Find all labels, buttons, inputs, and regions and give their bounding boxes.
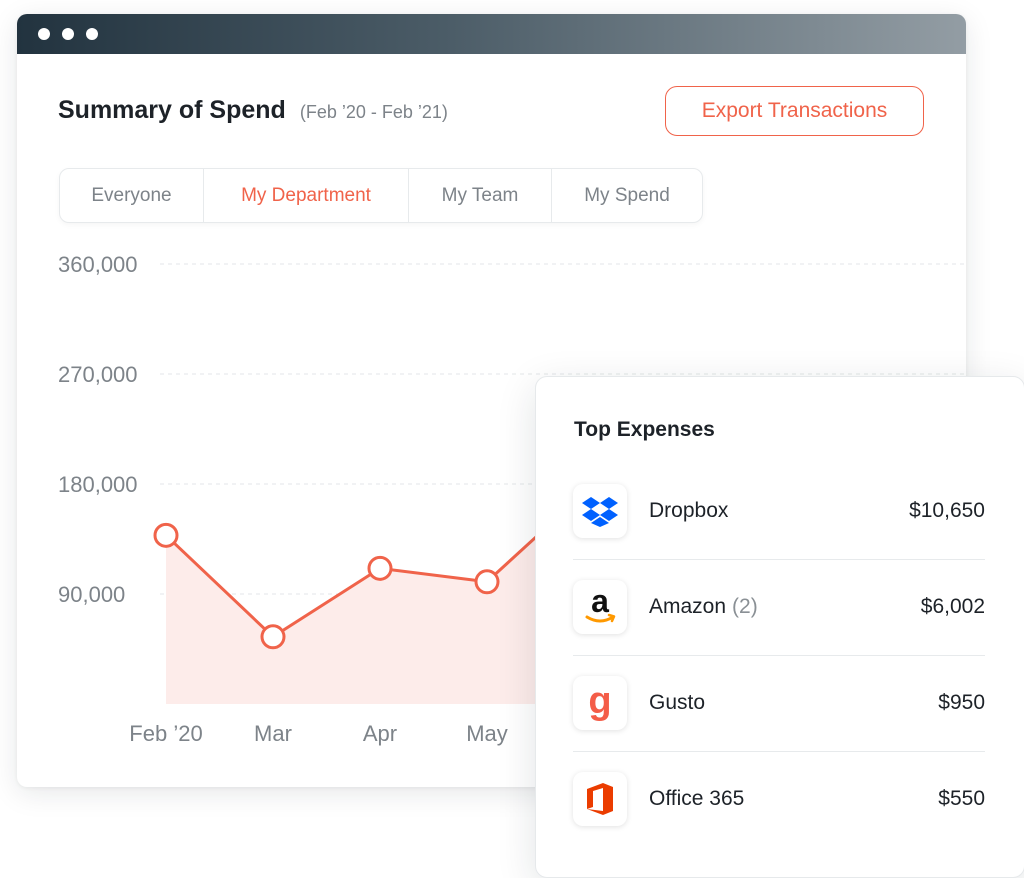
expense-row-amazon[interactable]: a Amazon (2) $6,002: [573, 560, 985, 656]
tab-everyone[interactable]: Everyone: [60, 169, 204, 222]
amazon-icon: a: [573, 580, 627, 634]
data-point: [367, 555, 393, 581]
expense-name: Amazon (2): [649, 595, 758, 619]
x-tick-label: Apr: [363, 721, 397, 746]
expense-amount: $6,002: [920, 595, 985, 618]
expense-row-dropbox[interactable]: Dropbox $10,650: [573, 464, 985, 560]
expense-amount: $10,650: [909, 499, 985, 522]
x-tick-label: May: [466, 721, 508, 746]
data-point: [153, 522, 179, 548]
x-tick-label: Mar: [254, 721, 292, 746]
dropbox-icon: [573, 484, 627, 538]
tab-my-spend[interactable]: My Spend: [584, 184, 670, 206]
y-tick-label: 360,000: [58, 252, 138, 277]
window-titlebar: [17, 14, 966, 54]
top-expenses-title: Top Expenses: [574, 418, 715, 441]
row-divider: [573, 655, 985, 656]
data-point: [474, 569, 500, 595]
x-tick-label: Feb ’20: [129, 721, 202, 746]
expense-count: (2): [732, 595, 758, 618]
expense-name-text: Amazon: [649, 595, 727, 618]
office-icon: [573, 772, 627, 826]
expense-row-gusto[interactable]: g Gusto $950: [573, 656, 985, 752]
window-maximize-dot[interactable]: [86, 28, 98, 40]
svg-text:a: a: [591, 587, 609, 619]
export-transactions-button[interactable]: Export Transactions: [665, 86, 924, 136]
data-point: [260, 624, 286, 650]
y-tick-label: 270,000: [58, 362, 138, 387]
page-title: Summary of Spend (Feb ’20 - Feb ’21): [58, 96, 448, 125]
tab-my-team[interactable]: My Team: [409, 169, 552, 222]
top-expenses-card: Top Expenses Dropbox $10,650 a: [535, 376, 1024, 878]
expense-amount: $550: [938, 787, 985, 810]
window-close-dot[interactable]: [38, 28, 50, 40]
row-divider: [573, 559, 985, 560]
y-tick-label: 180,000: [58, 472, 138, 497]
expense-row-office[interactable]: Office 365 $550: [573, 752, 985, 850]
expense-name: Gusto: [649, 691, 706, 714]
expense-name: Office 365: [649, 787, 745, 810]
date-range: (Feb ’20 - Feb ’21): [299, 102, 448, 122]
page-title-text: Summary of Spend: [58, 96, 286, 124]
gusto-icon: g: [573, 676, 627, 730]
scope-tabs: Everyone My Department My Team My Spend: [59, 168, 703, 223]
row-divider: [573, 751, 985, 752]
tab-my-department[interactable]: My Department: [204, 169, 409, 222]
svg-text:g: g: [588, 683, 611, 722]
y-tick-label: 90,000: [58, 582, 125, 607]
expense-amount: $950: [938, 691, 985, 714]
expense-name: Dropbox: [649, 499, 729, 522]
window-minimize-dot[interactable]: [62, 28, 74, 40]
